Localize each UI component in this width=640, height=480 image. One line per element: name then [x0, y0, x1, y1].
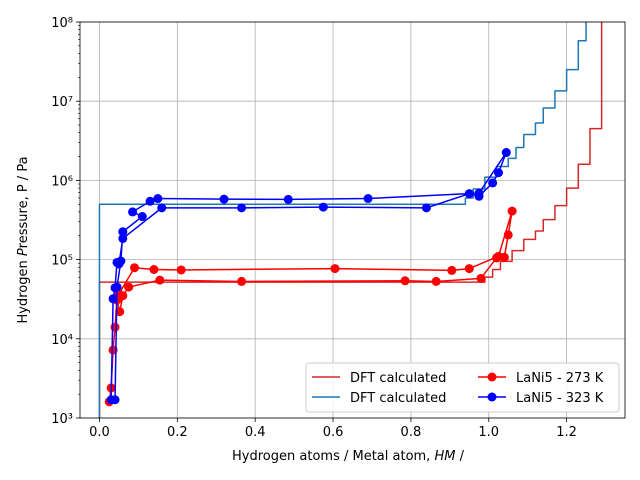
- data-point: [431, 276, 441, 286]
- x-tick-label: 0.8: [401, 425, 422, 440]
- legend-label: DFT calculated: [350, 391, 446, 406]
- y-axis-label: Hydrogen Pressure, P / Pa: [16, 156, 31, 323]
- y-tick-label: 10⁷: [51, 95, 73, 110]
- legend-label: LaNi5 - 323 K: [516, 391, 604, 406]
- data-point: [330, 264, 340, 274]
- legend: DFT calculated DFT calculated LaNi5 - 273 …: [305, 362, 620, 413]
- x-tick-label: 1.2: [556, 425, 577, 440]
- data-point: [464, 189, 474, 199]
- data-point: [110, 395, 120, 405]
- y-tick-label: 10⁶: [51, 174, 73, 189]
- data-point: [157, 203, 167, 213]
- series-layer: [98, 22, 603, 418]
- legend-label: LaNi5 - 273 K: [516, 371, 604, 386]
- data-point: [149, 264, 159, 274]
- data-point: [318, 202, 328, 212]
- data-point: [112, 282, 122, 292]
- legend-label: DFT calculated: [350, 371, 446, 386]
- legend-swatch-marker: [487, 372, 497, 382]
- data-point: [493, 168, 503, 178]
- data-point: [116, 256, 126, 266]
- data-point: [503, 230, 513, 240]
- data-point: [488, 178, 498, 188]
- x-axis-label: Hydrogen atoms / Metal atom, HM /: [232, 449, 465, 464]
- y-tick-label: 10⁵: [51, 254, 73, 269]
- data-point: [464, 264, 474, 274]
- x-tick-label: 0.4: [245, 425, 266, 440]
- data-point: [153, 194, 163, 204]
- data-point: [130, 263, 139, 273]
- plot-frame: [79, 21, 626, 419]
- data-point: [493, 251, 503, 261]
- data-point: [363, 194, 373, 204]
- data-point: [237, 276, 247, 286]
- data-point: [176, 265, 186, 275]
- data-point: [474, 188, 484, 198]
- x-tick-label: 0.2: [167, 425, 188, 440]
- ticks: 0.0 0.2 0.4 0.6 0.8 1.0 1.2 10³ 10⁴ 10⁵ 10⁶ 10⁷ 10⁸: [51, 16, 577, 440]
- axes: [79, 21, 626, 419]
- series-0: [98, 22, 603, 418]
- y-tick-label: 10⁸: [51, 16, 73, 31]
- legend-box: [305, 362, 620, 413]
- data-point: [155, 275, 165, 285]
- y-tick-label: 10³: [51, 412, 73, 427]
- data-point: [115, 307, 125, 317]
- data-point: [237, 203, 247, 213]
- data-point: [145, 196, 155, 206]
- data-point: [283, 194, 293, 204]
- data-point: [447, 265, 457, 275]
- data-point: [476, 273, 486, 283]
- legend-swatch-marker: [487, 392, 497, 402]
- data-point: [108, 294, 118, 304]
- data-point: [137, 212, 147, 222]
- x-tick-label: 0.0: [89, 425, 110, 440]
- series-3: [106, 148, 511, 405]
- data-point: [507, 206, 517, 216]
- data-point: [118, 227, 128, 237]
- x-tick-label: 1.0: [478, 425, 499, 440]
- data-point: [219, 194, 229, 204]
- data-point: [118, 233, 128, 243]
- data-point: [128, 207, 138, 217]
- data-point: [421, 203, 431, 213]
- data-point: [400, 276, 410, 286]
- y-tick-label: 10⁴: [51, 333, 73, 348]
- series-line: [98, 22, 603, 418]
- data-point: [501, 148, 511, 158]
- x-tick-label: 0.6: [323, 425, 344, 440]
- data-point: [124, 282, 134, 292]
